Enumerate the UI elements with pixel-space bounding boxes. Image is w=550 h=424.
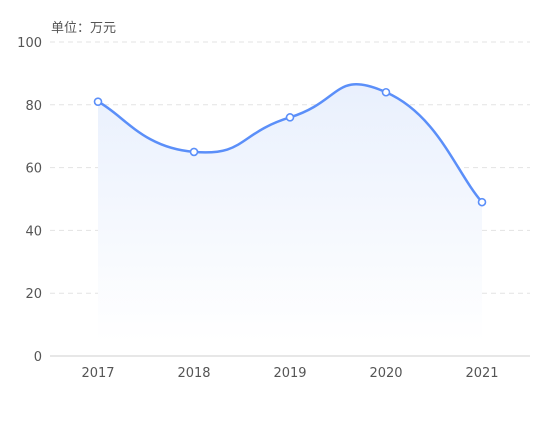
data-point-2021 — [477, 197, 487, 207]
unit-label: 单位：万元 — [51, 21, 117, 36]
y-tick-label: 40 — [25, 224, 42, 239]
data-point-2018 — [189, 147, 199, 157]
y-tick-label: 100 — [17, 36, 42, 51]
y-tick-label: 60 — [25, 162, 42, 177]
y-tick-label: 20 — [25, 287, 42, 302]
x-tick-label: 2018 — [177, 366, 210, 381]
area-fill — [98, 84, 482, 343]
data-point-2019 — [285, 113, 295, 122]
y-tick-label: 80 — [25, 99, 42, 114]
x-tick-label: 2020 — [369, 366, 402, 381]
x-tick-label: 2021 — [465, 366, 498, 381]
x-tick-label: 2017 — [81, 366, 114, 381]
data-point-2017 — [93, 97, 103, 106]
y-tick-label: 0 — [34, 350, 42, 365]
data-point-2020 — [381, 87, 391, 97]
x-tick-label: 2019 — [273, 366, 306, 381]
